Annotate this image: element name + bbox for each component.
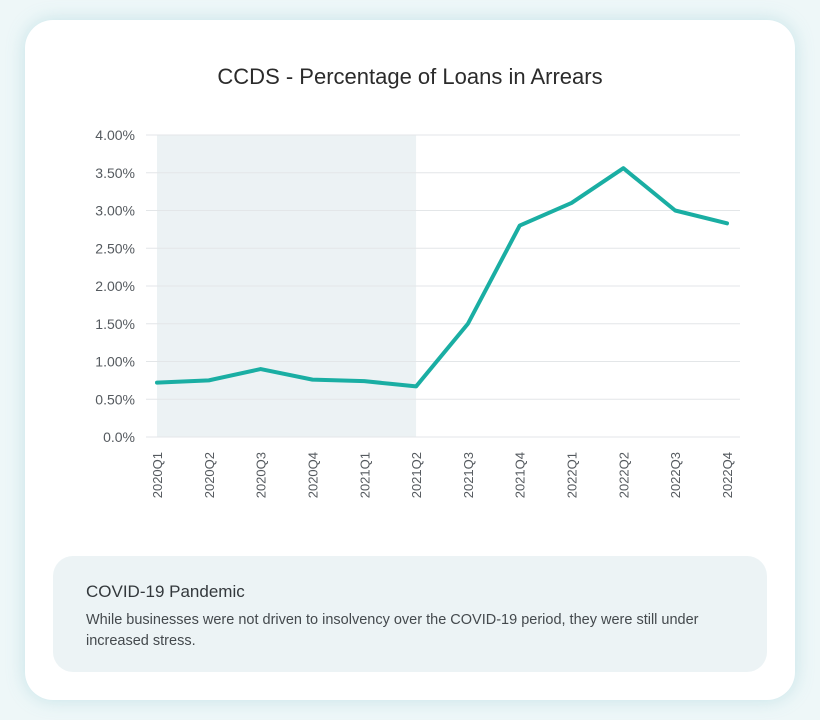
y-tick-label: 4.00% [95,127,135,143]
y-tick-label: 2.00% [95,278,135,294]
note-title: COVID-19 Pandemic [86,582,245,601]
y-tick-label: 0.50% [95,391,135,407]
line-chart: 0.0% 0.50% 1.00% 1.50% 2.00% 2.50% 3.00% 3.50% 4… [95,127,740,498]
x-tick-label: 2022Q1 [565,452,580,498]
y-tick-label: 0.0% [103,429,135,445]
x-tick-label: 2020Q4 [305,452,320,498]
note-text: While businesses were not driven to inso… [86,612,699,649]
y-tick-label: 2.50% [95,240,135,256]
x-tick-label: 2022Q4 [720,452,735,498]
chart-title: CCDS - Percentage of Loans in Arrears [217,64,603,89]
x-tick-label: 2021Q4 [513,452,528,498]
chart-card: CCDS - Percentage of Loans in Arrears 0.… [25,20,795,700]
y-tick-label: 3.50% [95,165,135,181]
x-tick-label: 2022Q2 [616,452,631,498]
x-tick-label: 2022Q3 [668,452,683,498]
x-tick-label: 2021Q1 [357,452,372,498]
covid-note-panel: COVID-19 Pandemic While businesses were … [53,556,767,672]
y-tick-label: 3.00% [95,203,135,219]
x-tick-label: 2020Q2 [202,452,217,498]
x-tick-label: 2021Q2 [409,452,424,498]
y-tick-label: 1.00% [95,354,135,370]
series-line [155,166,729,389]
x-tick-label: 2020Q3 [254,452,269,498]
y-tick-label: 1.50% [95,316,135,332]
x-tick-label: 2021Q3 [461,452,476,498]
x-tick-label: 2020Q1 [150,452,165,498]
